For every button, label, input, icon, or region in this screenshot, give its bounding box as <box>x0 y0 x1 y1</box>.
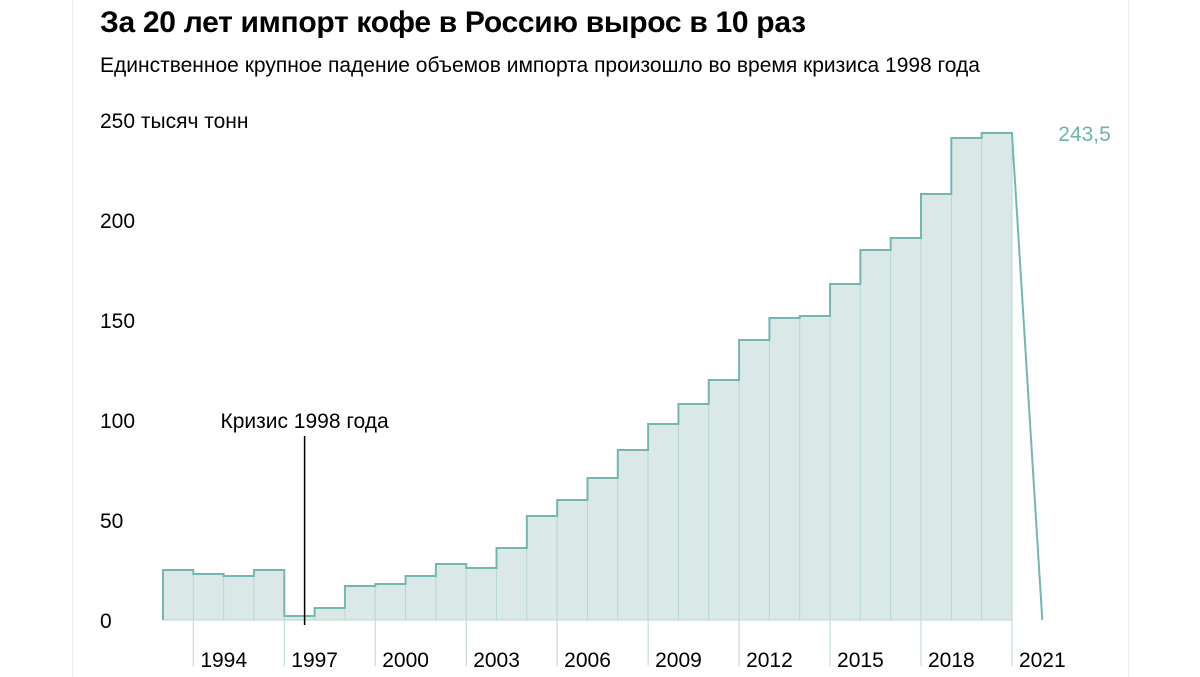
x-tick-label: 2012 <box>746 649 793 672</box>
import-bar <box>374 583 407 621</box>
import-bar <box>586 477 619 621</box>
import-bar <box>617 449 649 621</box>
y-tick-label: 150 <box>100 310 135 333</box>
import-bar <box>162 569 194 621</box>
x-tick-label: 2018 <box>928 649 975 672</box>
x-tick-label: 1994 <box>200 649 247 672</box>
import-bar <box>647 423 679 621</box>
import-bar <box>405 575 437 621</box>
import-bar <box>859 249 892 621</box>
import-bar <box>981 132 1013 621</box>
import-bar <box>465 567 498 621</box>
import-bar <box>677 403 710 621</box>
import-bar <box>496 547 528 621</box>
chart-subtitle: Единственное крупное падение объемов имп… <box>100 54 980 77</box>
last-value-label: 243,5 <box>1058 123 1111 146</box>
x-tick-label: 1997 <box>291 649 338 672</box>
chart-frame <box>72 0 1129 677</box>
import-bar <box>920 193 952 621</box>
x-tick-label: 2015 <box>837 649 884 672</box>
import-bar <box>526 515 558 621</box>
chart-title: За 20 лет импорт кофе в Россию вырос в 1… <box>100 6 806 39</box>
import-bar <box>314 607 346 621</box>
import-bar <box>799 315 831 621</box>
import-bar <box>768 317 801 621</box>
import-bar <box>435 563 467 621</box>
import-bar <box>829 283 861 621</box>
import-bar <box>738 339 770 621</box>
x-tick-label: 2003 <box>473 649 520 672</box>
import-bar <box>950 137 983 621</box>
import-bar <box>556 499 588 621</box>
y-tick-label: 0 <box>100 610 112 633</box>
import-bar <box>708 379 740 621</box>
import-bars <box>162 132 1013 621</box>
y-tick-label: 250 тысяч тонн <box>100 110 249 133</box>
x-tick-label: 2009 <box>655 649 702 672</box>
import-bar <box>192 573 225 621</box>
y-tick-label: 200 <box>100 210 135 233</box>
y-axis-ticks: 0 50 100 150 200 250 тысяч тонн <box>100 110 249 633</box>
x-tick-label: 2021 <box>1019 649 1066 672</box>
import-bar <box>344 585 376 621</box>
import-bar <box>253 569 285 621</box>
import-bar <box>223 575 255 621</box>
crisis-annotation-label: Кризис 1998 года <box>220 410 389 433</box>
y-tick-label: 50 <box>100 510 123 533</box>
import-bar <box>890 237 922 621</box>
x-tick-label: 2000 <box>382 649 429 672</box>
import-step-line <box>162 132 1044 621</box>
x-tick-label: 2006 <box>564 649 611 672</box>
y-tick-label: 100 <box>100 410 135 433</box>
x-axis-ticks: 1994 1997 2000 2003 2006 2009 2012 2015 2018 2021 <box>192 620 1066 672</box>
